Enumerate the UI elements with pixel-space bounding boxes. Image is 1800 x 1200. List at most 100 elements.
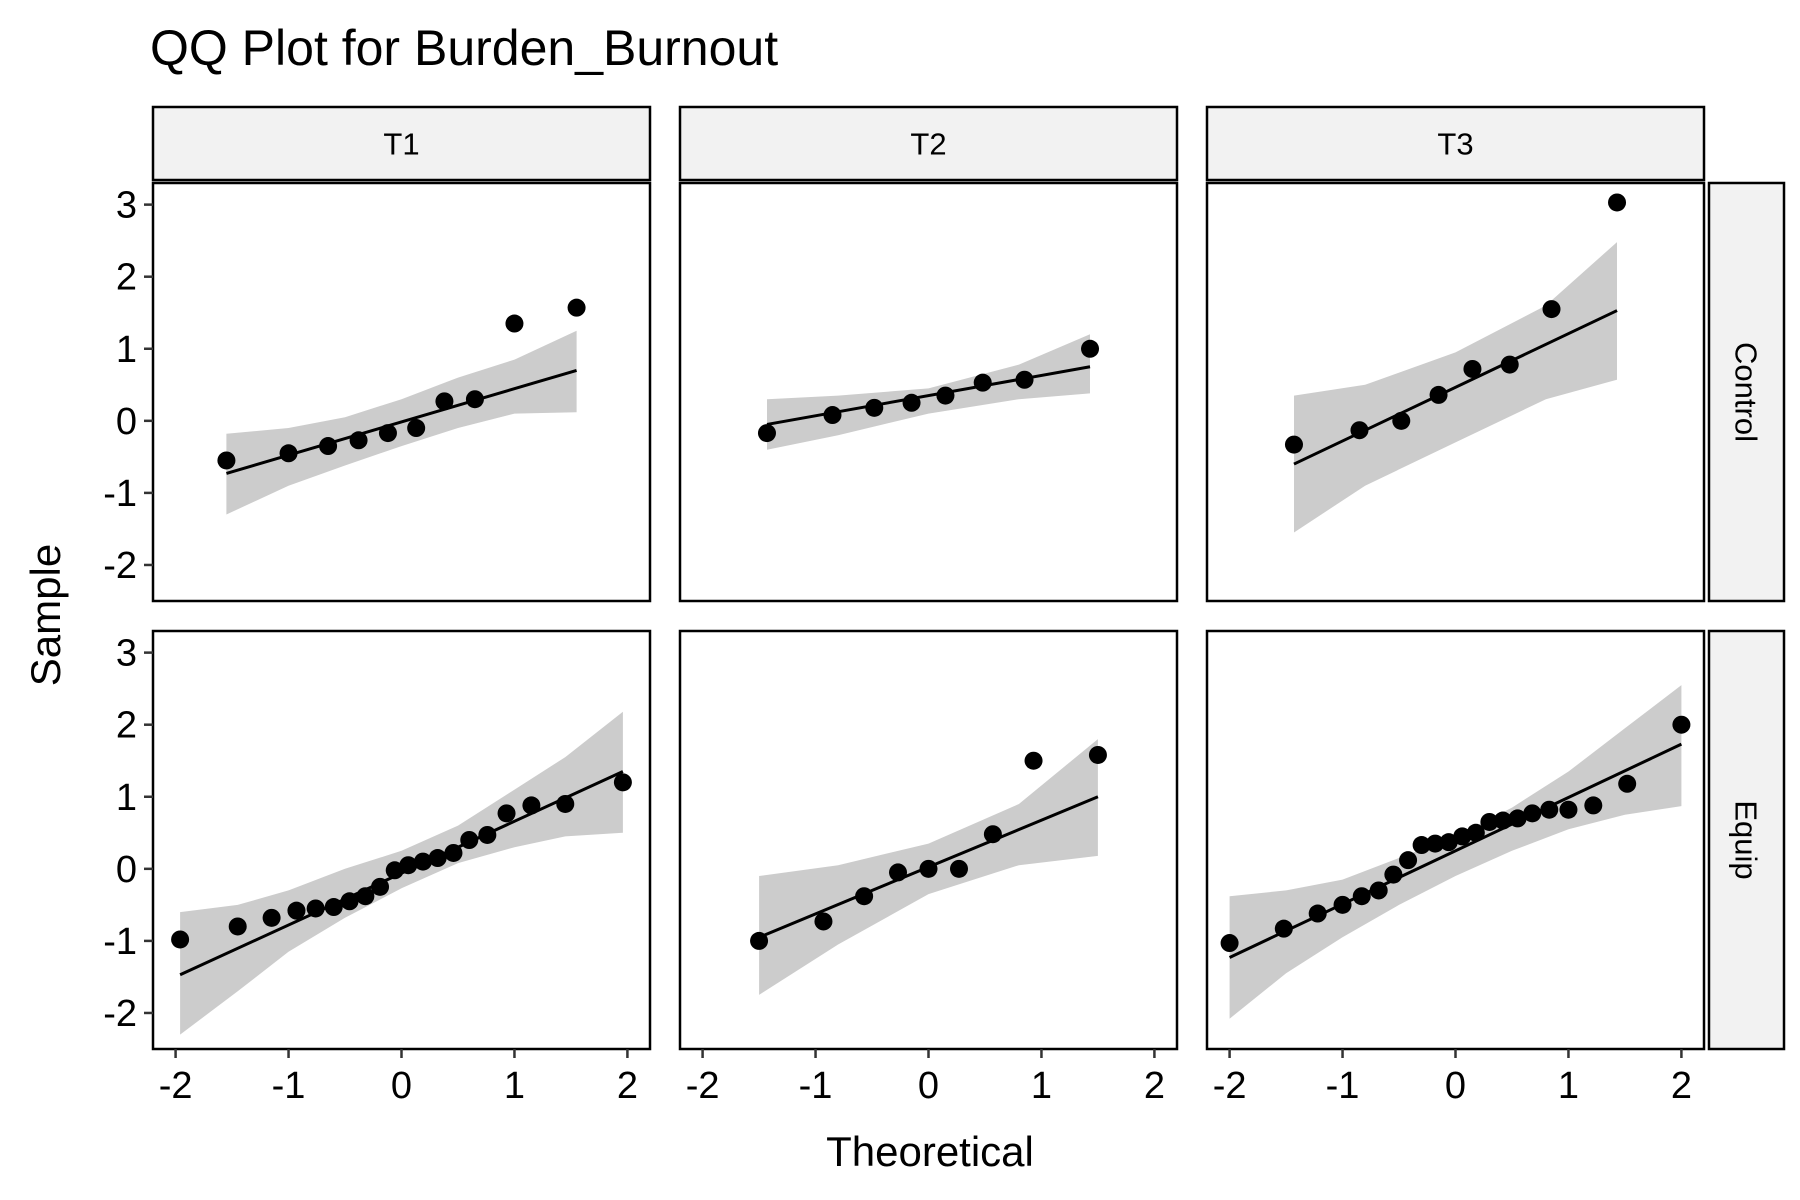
column-strip-label: T2 [910, 127, 946, 162]
x-tick-label: -2 [686, 1065, 720, 1107]
x-tick-label: 2 [1144, 1065, 1165, 1107]
data-point [428, 849, 447, 868]
data-point [1024, 751, 1043, 770]
y-tick-label: 0 [116, 849, 137, 891]
data-point [505, 314, 524, 333]
y-tick-label: 1 [116, 329, 137, 371]
data-point [478, 825, 497, 844]
column-strip-label: T3 [1437, 127, 1473, 162]
data-point [1308, 904, 1327, 923]
x-axis-title: Theoretical [826, 1128, 1034, 1175]
x-tick-label: -2 [159, 1065, 193, 1107]
data-point [1466, 823, 1485, 842]
data-point [287, 901, 306, 920]
facet-panel-t1-equip [151, 629, 652, 1051]
y-tick-label: 3 [116, 185, 137, 227]
data-point [522, 796, 541, 815]
data-point [1015, 370, 1034, 389]
data-point [1399, 851, 1418, 870]
data-point [319, 437, 338, 456]
y-tick-label: 2 [116, 257, 137, 299]
y-tick-label: 2 [116, 705, 137, 747]
data-point [1540, 800, 1559, 819]
data-point [1439, 833, 1458, 852]
data-point [444, 843, 463, 862]
x-tick-label: 0 [1445, 1065, 1466, 1107]
data-point [1274, 919, 1293, 938]
x-tick-label: 2 [617, 1065, 638, 1107]
data-point [1523, 804, 1542, 823]
data-point [1500, 355, 1519, 374]
panel-border [151, 181, 652, 603]
data-point [949, 859, 968, 878]
data-point [399, 856, 418, 875]
data-point [613, 773, 632, 792]
data-point [865, 398, 884, 417]
data-point [750, 931, 769, 950]
x-tick-label: -2 [1213, 1065, 1247, 1107]
data-point [407, 419, 426, 438]
row-strip-label: Equip [1729, 800, 1764, 879]
data-point [413, 852, 432, 871]
data-point [757, 424, 776, 443]
reference-line [1228, 742, 1683, 959]
x-tick-label: 0 [918, 1065, 939, 1107]
data-point [556, 794, 575, 813]
data-point [217, 451, 236, 470]
data-point [1493, 811, 1512, 830]
facet-grid: T1 T2 T3 Control Equip -2 -1 0 1 2 3 -2 -1 0 1 2 3 -2 -1 0 1… [103, 105, 1786, 1107]
facet-panel-t2-equip [678, 629, 1179, 1051]
data-point [385, 861, 404, 880]
data-point [497, 804, 516, 823]
x-tick-label: 2 [1671, 1065, 1692, 1107]
data-point [306, 899, 325, 918]
data-point [973, 373, 992, 392]
data-point [1333, 895, 1352, 914]
x-tick-label: 1 [1031, 1065, 1052, 1107]
data-point [1284, 435, 1303, 454]
data-point [1220, 934, 1239, 953]
y-tick-label: -2 [103, 545, 137, 587]
data-point [902, 393, 921, 412]
data-point [324, 898, 343, 917]
data-point [349, 431, 368, 450]
data-point [1384, 865, 1403, 884]
data-point [1508, 809, 1527, 828]
data-point [1088, 745, 1107, 764]
reference-line [225, 368, 578, 475]
data-point [340, 892, 359, 911]
y-tick-label: -2 [103, 993, 137, 1035]
facet-panel-t1-control [151, 181, 652, 603]
data-point [1392, 411, 1411, 430]
data-point [1608, 193, 1627, 212]
chart-title: QQ Plot for Burden_Burnout [150, 20, 778, 76]
data-point [1426, 834, 1445, 853]
data-point [279, 444, 298, 463]
data-point [983, 825, 1002, 844]
data-point [378, 424, 397, 443]
data-point [228, 917, 247, 936]
reference-line [1293, 309, 1618, 466]
data-point [460, 831, 479, 849]
data-point [356, 887, 375, 906]
data-point [1463, 359, 1482, 378]
x-tick-label: 1 [504, 1065, 525, 1107]
row-strip-label: Control [1729, 342, 1764, 442]
data-point [1412, 836, 1431, 855]
data-point [823, 406, 842, 425]
data-point [889, 863, 908, 882]
data-point [1352, 887, 1371, 906]
facet-panel-t2-control [678, 181, 1179, 603]
data-point [919, 859, 938, 878]
y-tick-label: -1 [103, 921, 137, 963]
data-point [171, 930, 190, 949]
data-point [1559, 800, 1578, 819]
data-point [465, 390, 484, 409]
data-point [1350, 421, 1369, 440]
data-point [262, 908, 281, 927]
y-tick-label: 3 [116, 633, 137, 675]
data-point [1429, 385, 1448, 404]
data-point [1672, 715, 1691, 734]
facet-panel-t3-control [1205, 181, 1706, 603]
